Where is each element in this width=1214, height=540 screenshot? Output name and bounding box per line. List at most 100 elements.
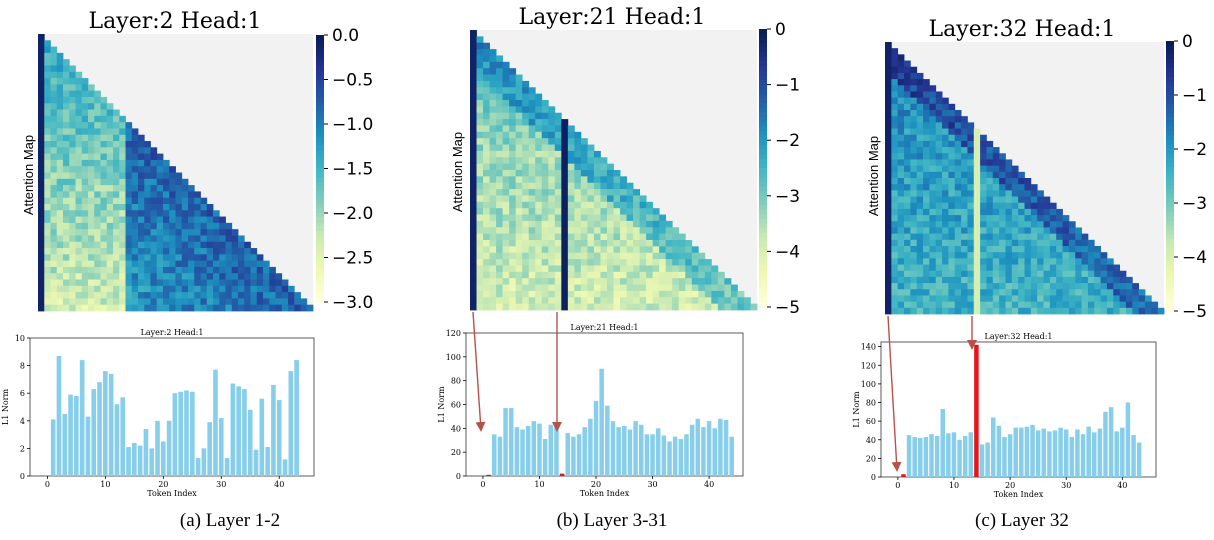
heatmap-cell	[646, 240, 654, 247]
heatmap-cell	[156, 273, 164, 280]
colorbar-segment	[1166, 243, 1174, 249]
heatmap-cell	[163, 260, 170, 268]
heatmap-cell	[1049, 283, 1057, 290]
heatmap-cell	[999, 196, 1006, 204]
heatmap-cell	[665, 284, 673, 292]
heatmap-cell	[1005, 283, 1013, 290]
heatmap-cell	[548, 144, 556, 152]
heatmap-cell	[973, 221, 981, 228]
heatmap-cell	[678, 290, 686, 298]
heatmap-cell	[144, 197, 151, 205]
heatmap-cell	[954, 140, 962, 148]
heatmap-cell	[94, 298, 101, 306]
heatmap-cell	[891, 270, 899, 278]
heatmap-cell	[44, 71, 51, 79]
heatmap-cell	[942, 233, 949, 241]
heatmap-cell	[509, 106, 517, 114]
colorbar-segment	[759, 214, 767, 220]
heatmap-cell	[961, 153, 968, 160]
heatmap-cell	[69, 166, 76, 173]
heatmap-cell	[483, 214, 490, 222]
heatmap-cell	[509, 265, 517, 273]
heatmap-cell	[633, 233, 640, 241]
heatmap-cell	[711, 303, 719, 311]
heatmap-cell	[100, 235, 108, 243]
heatmap-cell	[541, 246, 549, 254]
heatmap-cell	[131, 153, 139, 161]
heatmap-cell	[502, 68, 510, 75]
heatmap-cell	[1075, 301, 1082, 309]
heatmap-cell	[150, 166, 158, 173]
heatmap-cell	[38, 159, 45, 167]
heatmap-cell	[1081, 301, 1089, 309]
heatmap-cell	[244, 298, 251, 306]
heatmap-cell	[1081, 258, 1089, 265]
heatmap-cell	[587, 201, 595, 209]
heatmap-cell	[522, 100, 530, 107]
heatmap-cell	[206, 235, 214, 243]
colorbar-segment	[759, 181, 767, 188]
heatmap-cell	[44, 147, 51, 155]
colorbar-segment	[316, 128, 324, 134]
heatmap-cell	[935, 171, 943, 179]
heatmap-cell	[238, 279, 245, 287]
heatmap-cell	[38, 109, 45, 117]
heatmap-cell	[269, 292, 276, 299]
heatmap-cell	[652, 303, 660, 311]
heatmap-cell	[1049, 258, 1057, 265]
heatmap-cell	[106, 153, 114, 161]
heatmap-cell	[554, 112, 562, 120]
heatmap-cell	[63, 103, 70, 110]
heatmap-cell	[496, 246, 504, 254]
heatmap-cell	[175, 304, 183, 312]
heatmap-cell	[106, 109, 114, 117]
heatmap-cell	[483, 271, 490, 279]
heatmap-cell	[138, 159, 145, 167]
colorbar-segment	[759, 107, 767, 113]
heatmap-cell	[75, 241, 83, 249]
heatmap-cell	[942, 190, 949, 197]
heatmap-cell	[999, 239, 1006, 247]
heatmap-cell	[231, 260, 239, 268]
heatmap-cell	[986, 295, 994, 303]
heatmap-cell	[528, 93, 536, 101]
heatmap-cell	[613, 170, 621, 177]
heatmap-cell	[561, 214, 569, 222]
heatmap-cell	[502, 170, 510, 177]
heatmap-cell	[1151, 301, 1159, 309]
heatmap-cell	[580, 163, 588, 171]
heatmap-cell	[138, 285, 145, 293]
heatmap-cell	[1119, 295, 1127, 303]
heatmap-cell	[144, 178, 151, 186]
heatmap-cell	[63, 203, 70, 211]
heatmap-cell	[967, 215, 975, 222]
bar	[1080, 434, 1086, 477]
heatmap-cell	[528, 182, 536, 190]
heatmap-cell	[470, 106, 477, 114]
heatmap-cell	[38, 122, 45, 129]
heatmap-cell	[138, 260, 145, 268]
heatmap-cell	[992, 159, 1000, 167]
heatmap-cell	[94, 229, 101, 236]
heatmap-cell	[1011, 233, 1019, 241]
heatmap-cell	[646, 297, 654, 305]
heatmap-cell	[200, 235, 208, 243]
heatmap-cell	[567, 259, 575, 266]
heatmap-cell	[904, 60, 911, 68]
heatmap-cell	[620, 246, 627, 254]
heatmap-cell	[561, 119, 569, 126]
heatmap-cell	[1011, 295, 1019, 303]
heatmap-cell	[509, 208, 517, 215]
heatmap-cell	[992, 215, 1000, 222]
colorbar-segment	[316, 146, 324, 152]
heatmap-cell	[63, 216, 70, 224]
heatmap-cell	[44, 178, 51, 186]
heatmap-cell	[100, 304, 108, 312]
heatmap-cell	[698, 259, 706, 266]
heatmap-cell	[948, 215, 956, 222]
heatmap-cell	[56, 128, 64, 136]
heatmap-cell	[535, 246, 543, 254]
heatmap-cell	[169, 266, 176, 274]
heatmap-cell	[75, 128, 83, 136]
heatmap-cell	[63, 71, 70, 79]
